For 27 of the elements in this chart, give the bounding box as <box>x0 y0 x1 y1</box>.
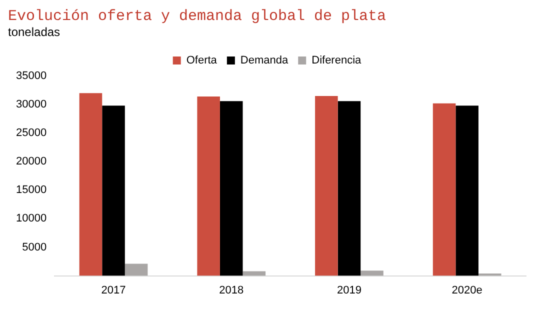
y-tick-label: 10000 <box>16 212 47 225</box>
bar <box>242 271 266 276</box>
bar <box>102 106 125 276</box>
bar <box>79 93 102 276</box>
bar <box>220 101 243 276</box>
y-tick-label: 30000 <box>16 98 47 111</box>
bar <box>315 96 338 276</box>
y-tick-label: 15000 <box>16 184 47 196</box>
bar <box>124 264 148 276</box>
x-tick-label: 2019 <box>336 284 362 296</box>
legend-label: Demanda <box>240 54 290 67</box>
legend-label: Diferencia <box>312 54 362 67</box>
bar <box>432 103 456 276</box>
legend-label: Oferta <box>186 54 218 67</box>
y-tick-label: 5000 <box>22 241 47 254</box>
chart-title: Evolución oferta y demanda global de plata <box>8 8 388 25</box>
bar <box>360 270 384 276</box>
chart-subtitle: toneladas <box>8 25 62 39</box>
x-tick-label: 2018 <box>219 284 244 296</box>
bar <box>197 96 220 276</box>
x-tick-label: 2017 <box>101 284 126 296</box>
bar <box>456 106 478 276</box>
y-tick-label: 20000 <box>16 156 47 168</box>
y-tick-label: 35000 <box>16 70 47 82</box>
bar <box>338 101 361 276</box>
y-tick-label: 25000 <box>16 127 47 140</box>
x-tick-label: 2020e <box>452 284 482 296</box>
